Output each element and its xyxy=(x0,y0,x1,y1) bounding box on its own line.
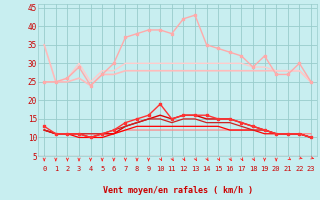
X-axis label: Vent moyen/en rafales ( km/h ): Vent moyen/en rafales ( km/h ) xyxy=(103,186,252,195)
